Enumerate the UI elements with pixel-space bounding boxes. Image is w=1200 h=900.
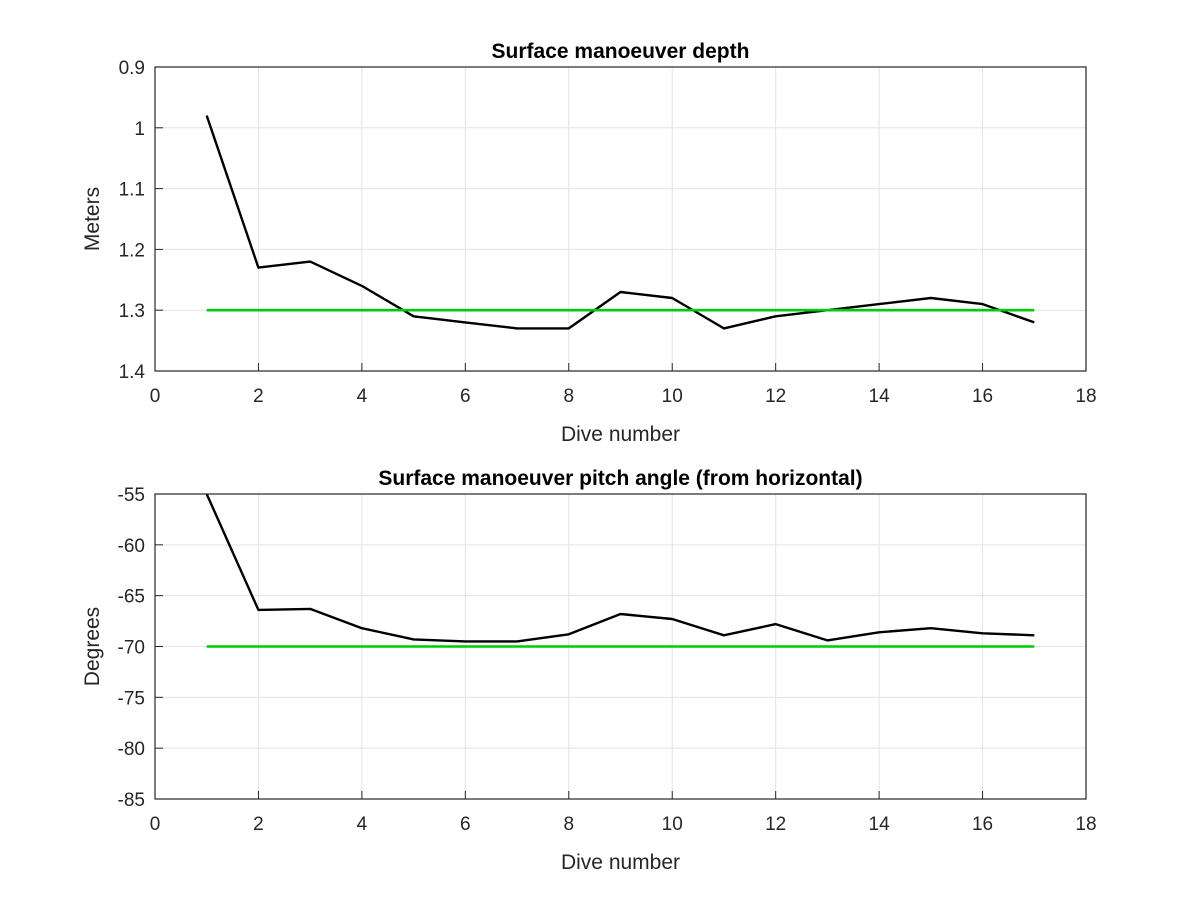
depth-y-axis-label: Meters bbox=[81, 187, 104, 251]
depth-y-tick-label: 1.4 bbox=[119, 362, 146, 383]
pitch-x-tick-label: 4 bbox=[357, 814, 368, 835]
pitch-y-tick-label: -65 bbox=[118, 587, 145, 608]
pitch-x-tick-label: 16 bbox=[972, 814, 993, 835]
depth-x-tick-label: 0 bbox=[150, 386, 161, 407]
pitch-y-tick-label: -80 bbox=[118, 739, 145, 760]
pitch-x-tick-label: 0 bbox=[150, 814, 161, 835]
depth-x-axis-label: Dive number bbox=[561, 423, 680, 446]
depth-x-tick-label: 18 bbox=[1075, 386, 1096, 407]
pitch-series bbox=[205, 493, 1035, 648]
pitch-chart: 0 2 4 6 8 10 12 14 16 18 -55 -60 -65 -70 -75 -80 -85 Sur… bbox=[81, 467, 1097, 874]
pitch-x-tick-label: 18 bbox=[1075, 814, 1096, 835]
pitch-x-tick-label: 12 bbox=[765, 814, 786, 835]
pitch-data-line bbox=[205, 493, 1035, 643]
depth-series bbox=[205, 115, 1035, 330]
depth-x-tick-label: 6 bbox=[460, 386, 471, 407]
depth-x-tick-label: 10 bbox=[662, 386, 683, 407]
pitch-y-tick-label: -60 bbox=[118, 536, 145, 557]
pitch-y-tick-label: -85 bbox=[118, 790, 145, 811]
pitch-x-tick-label: 6 bbox=[460, 814, 471, 835]
pitch-y-tick-label: -75 bbox=[118, 688, 145, 709]
depth-y-tick-label: 0.9 bbox=[119, 58, 145, 79]
depth-x-tick-label: 2 bbox=[253, 386, 264, 407]
pitch-y-tick-label: -70 bbox=[118, 638, 145, 659]
depth-x-tick-label: 12 bbox=[765, 386, 786, 407]
depth-axes-box bbox=[154, 66, 1087, 372]
pitch-y-tick-label: -55 bbox=[118, 485, 145, 506]
depth-y-tick-label: 1.2 bbox=[119, 240, 145, 261]
depth-y-tick-label: 1 bbox=[134, 119, 145, 140]
depth-chart: 0 2 4 6 8 10 12 14 16 18 0.9 1 1.1 1.2 1.3 1.4 Surface … bbox=[81, 40, 1097, 446]
depth-y-tick-label: 1.3 bbox=[119, 301, 145, 322]
depth-x-tick-label: 14 bbox=[869, 386, 891, 407]
pitch-x-tick-label: 2 bbox=[253, 814, 264, 835]
pitch-ticks: 0 2 4 6 8 10 12 14 16 18 -55 -60 -65 -70 -75 -80 -85 bbox=[118, 485, 1097, 835]
pitch-y-axis-label: Degrees bbox=[81, 607, 104, 686]
pitch-x-axis-label: Dive number bbox=[561, 851, 680, 874]
depth-chart-title: Surface manoeuver depth bbox=[492, 40, 750, 63]
pitch-x-tick-label: 14 bbox=[869, 814, 891, 835]
pitch-x-tick-label: 8 bbox=[563, 814, 574, 835]
depth-x-tick-label: 4 bbox=[357, 386, 368, 407]
depth-y-tick-label: 1.1 bbox=[119, 180, 145, 201]
depth-x-tick-label: 16 bbox=[972, 386, 993, 407]
depth-data-line bbox=[205, 115, 1035, 330]
pitch-chart-title: Surface manoeuver pitch angle (from hori… bbox=[378, 467, 862, 490]
depth-ticks: 0 2 4 6 8 10 12 14 16 18 0.9 1 1.1 1.2 1.3 1.4 bbox=[119, 58, 1097, 407]
depth-x-tick-label: 8 bbox=[563, 386, 574, 407]
pitch-x-tick-label: 10 bbox=[662, 814, 683, 835]
